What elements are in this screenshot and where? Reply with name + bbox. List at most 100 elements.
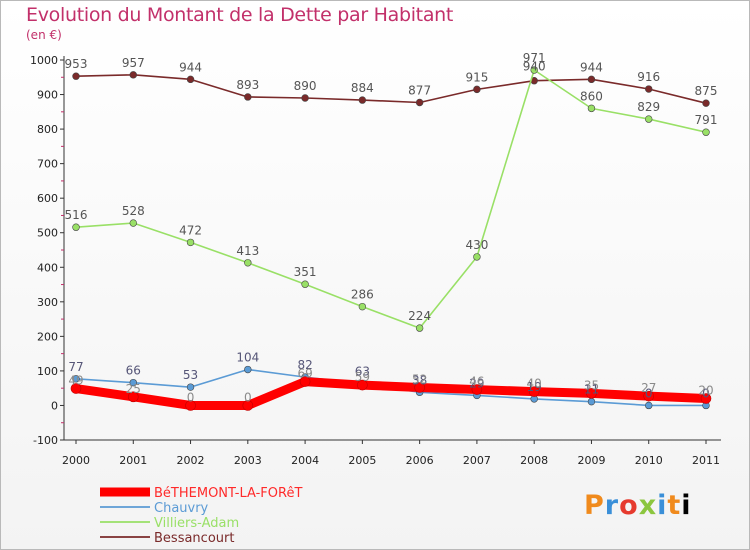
data-label: 351: [294, 265, 317, 279]
data-label: 877: [408, 83, 431, 97]
data-point: [530, 66, 538, 74]
data-point: [415, 98, 424, 107]
data-label: 890: [294, 79, 317, 93]
data-point: [645, 85, 653, 93]
data-label: 46: [469, 375, 484, 389]
y-tick-label: 500: [37, 227, 58, 240]
series-line-0: [71, 377, 711, 410]
data-label: 944: [179, 60, 202, 74]
data-label: 27: [641, 381, 656, 395]
y-tick-label: -100: [33, 434, 58, 447]
x-tick-label: 2010: [635, 454, 663, 467]
data-label: 516: [65, 208, 88, 222]
x-tick-label: 2004: [291, 454, 319, 467]
data-label: 63: [355, 365, 370, 379]
data-label: 0: [187, 390, 195, 404]
data-label: 884: [351, 81, 374, 95]
data-point: [645, 115, 653, 123]
data-point: [242, 400, 254, 411]
data-label: 0: [702, 386, 710, 400]
data-label: 957: [122, 56, 145, 70]
x-tick-label: 2011: [692, 454, 720, 467]
legend-label: Chauvry: [154, 501, 209, 516]
proxiti-logo: Proxiti: [584, 490, 692, 521]
data-label: 860: [580, 89, 603, 103]
x-tick-label: 2005: [348, 454, 376, 467]
data-label: 77: [68, 360, 83, 374]
data-point: [127, 391, 139, 403]
data-label: 915: [465, 70, 488, 84]
data-point: [358, 96, 367, 104]
data-point: [299, 376, 311, 387]
data-label: 25: [126, 382, 141, 396]
data-point: [587, 104, 596, 113]
data-label: 953: [65, 57, 88, 71]
x-tick-label: 2001: [119, 454, 147, 467]
data-point: [244, 93, 252, 101]
legend-label: BéTHEMONT-LA-FORêT: [154, 486, 302, 501]
data-label: 893: [236, 78, 259, 92]
data-point: [301, 94, 309, 102]
data-label: 829: [637, 100, 660, 114]
data-label: 413: [236, 244, 259, 258]
data-label: 0: [244, 390, 252, 404]
data-label: 0: [645, 386, 653, 400]
data-point: [643, 390, 655, 402]
data-label: 11: [584, 383, 599, 397]
y-tick-label: 700: [37, 158, 58, 171]
y-tick-label: 400: [37, 261, 58, 274]
data-label: 875: [695, 84, 718, 98]
data-point: [129, 219, 137, 227]
data-point: [702, 99, 710, 107]
data-point: [244, 365, 252, 374]
x-tick-label: 2008: [520, 454, 548, 467]
data-point: [528, 386, 540, 397]
data-label: 286: [351, 288, 374, 302]
data-label: 791: [695, 113, 718, 127]
x-tick-label: 2007: [463, 454, 491, 467]
data-label: 940: [523, 60, 546, 74]
unit-label: (en €): [26, 28, 62, 42]
legend-label: Villiers-Adam: [154, 516, 239, 531]
data-label: 104: [236, 351, 259, 365]
data-label: 53: [183, 368, 198, 382]
x-tick-label: 2003: [234, 454, 262, 467]
data-point: [473, 253, 481, 261]
data-label: 224: [408, 309, 431, 323]
data-point: [244, 259, 252, 267]
data-point: [186, 75, 195, 84]
legend-label: Bessancourt: [154, 531, 234, 546]
y-tick-label: 1000: [30, 54, 58, 67]
data-point: [700, 393, 712, 404]
data-label: 40: [527, 377, 542, 391]
data-point: [129, 71, 137, 79]
data-point: [702, 128, 710, 136]
data-label: 66: [126, 364, 141, 378]
data-point: [186, 383, 195, 391]
data-label: 20: [698, 384, 713, 398]
data-point: [301, 280, 309, 288]
y-tick-label: 300: [37, 296, 58, 309]
data-label: 69: [297, 367, 312, 381]
y-tick-label: 100: [37, 365, 58, 378]
x-tick-label: 2000: [62, 454, 90, 467]
y-tick-label: 900: [37, 89, 58, 102]
y-tick-label: 800: [37, 123, 58, 136]
data-point: [358, 302, 367, 311]
x-tick-label: 2006: [406, 454, 434, 467]
data-point: [185, 400, 196, 411]
y-tick-label: 600: [37, 192, 58, 205]
series-line-3: [75, 74, 707, 104]
data-point: [186, 238, 195, 247]
data-label: 472: [179, 223, 202, 237]
data-point: [72, 223, 80, 231]
data-label: 944: [580, 60, 603, 74]
y-tick-label: 0: [51, 399, 58, 412]
data-label: 35: [584, 378, 599, 392]
data-label: 49: [68, 374, 83, 388]
data-point: [357, 379, 368, 391]
x-tick-label: 2009: [577, 454, 605, 467]
data-label: 916: [637, 70, 660, 84]
data-point: [414, 382, 425, 393]
